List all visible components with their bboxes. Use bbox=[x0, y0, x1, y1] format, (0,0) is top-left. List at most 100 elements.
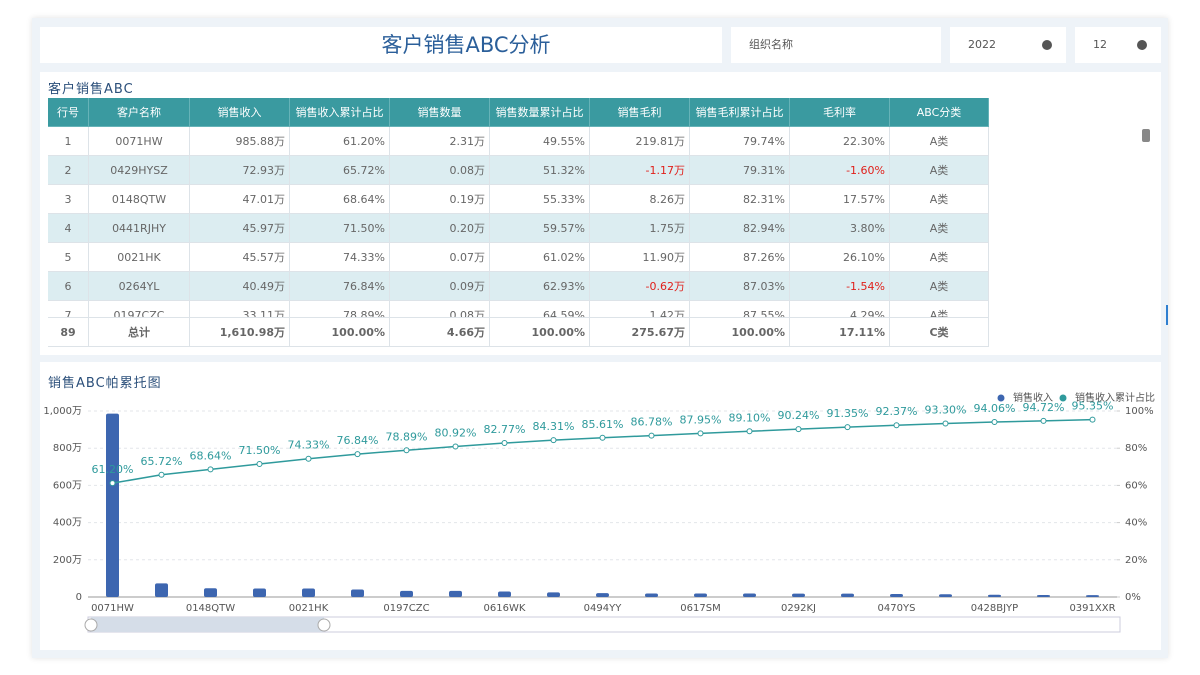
table-cell: -1.60% bbox=[790, 156, 890, 185]
line-point bbox=[501, 440, 508, 447]
data-label: 78.89% bbox=[386, 430, 428, 443]
bar bbox=[1086, 595, 1099, 597]
bar bbox=[743, 593, 756, 597]
x-tick-label: 0391XXR bbox=[1069, 603, 1115, 614]
bar bbox=[204, 588, 217, 597]
table-cell: 985.88万 bbox=[190, 127, 290, 156]
table-cell: 0021HK bbox=[89, 243, 190, 272]
table-row: 6 0264YL 40.49万 76.84% 0.09万 62.93% -0.62万 87.0… bbox=[48, 272, 989, 301]
table-cell: 65.72% bbox=[290, 156, 390, 185]
bar bbox=[106, 413, 119, 597]
data-label: 95.35% bbox=[1072, 400, 1114, 413]
clear-button[interactable] bbox=[1042, 40, 1052, 50]
table-cell: 0.08万 bbox=[390, 301, 490, 318]
line-point bbox=[648, 432, 655, 439]
bar bbox=[890, 593, 903, 597]
table-cell: ABC分类 bbox=[890, 98, 989, 127]
table-cell: 100.00% bbox=[490, 318, 590, 347]
data-label: 94.06% bbox=[974, 402, 1016, 415]
legend-label: 销售收入 bbox=[1013, 391, 1053, 404]
month-filter[interactable]: 12 bbox=[1075, 27, 1161, 63]
x-tick-label: 0428BJYP bbox=[971, 603, 1018, 614]
zoom-range[interactable] bbox=[91, 617, 324, 632]
clear-button[interactable] bbox=[1137, 40, 1147, 50]
y2-tick-label: 80% bbox=[1125, 443, 1147, 454]
table-cell: A类 bbox=[890, 214, 989, 243]
y2-tick-label: 100% bbox=[1125, 406, 1154, 417]
y-tick-label: 1,000万 bbox=[43, 406, 82, 417]
zoom-handle[interactable] bbox=[84, 618, 98, 632]
table-cell: 87.26% bbox=[690, 243, 790, 272]
line-point bbox=[1089, 416, 1096, 423]
table-cell: 0148QTW bbox=[89, 185, 190, 214]
line-point bbox=[256, 461, 263, 468]
month: 12 bbox=[1093, 38, 1107, 51]
table-cell: 销售毛利 bbox=[590, 98, 690, 127]
data-label: 76.84% bbox=[337, 434, 379, 447]
table-row: 1 0071HW 985.88万 61.20% 2.31万 49.55% 219.81万 79… bbox=[48, 127, 989, 156]
table-cell: 100.00% bbox=[690, 318, 790, 347]
table-cell: 1 bbox=[48, 127, 89, 156]
line-point bbox=[550, 437, 557, 444]
table-cell: 4.29% bbox=[790, 301, 890, 318]
table-cell: -1.54% bbox=[790, 272, 890, 301]
data-label: 89.10% bbox=[729, 411, 771, 424]
table-cell: 客户名称 bbox=[89, 98, 190, 127]
table-cell: 76.84% bbox=[290, 272, 390, 301]
data-label: 71.50% bbox=[239, 444, 281, 457]
bar bbox=[841, 593, 854, 597]
table-cell: 79.31% bbox=[690, 156, 790, 185]
table-cell: 47.01万 bbox=[190, 185, 290, 214]
line-point bbox=[354, 451, 361, 458]
zoom-handle[interactable] bbox=[317, 618, 331, 632]
data-label: 90.24% bbox=[778, 409, 820, 422]
table: 行号 客户名称 销售收入 销售收入累计占比 销售数量 销售数量累计占比 销售毛利 销售毛利累计… bbox=[0, 0, 1000, 350]
data-label: 87.95% bbox=[680, 413, 722, 426]
table-cell: -0.62万 bbox=[590, 272, 690, 301]
data-label: 82.77% bbox=[484, 423, 526, 436]
bar bbox=[694, 593, 707, 597]
x-tick-label: 0071HW bbox=[91, 603, 134, 614]
table-cell: 0071HW bbox=[89, 127, 190, 156]
x-tick-label: 0617SM bbox=[680, 603, 720, 614]
legend-label: 销售收入累计占比 bbox=[1075, 391, 1155, 404]
table-cell: 0.20万 bbox=[390, 214, 490, 243]
bar bbox=[988, 594, 1001, 597]
table-cell: 2.31万 bbox=[390, 127, 490, 156]
scrollbar[interactable] bbox=[1142, 129, 1150, 142]
data-label: 85.61% bbox=[582, 418, 624, 431]
line-point bbox=[305, 455, 312, 462]
year-filter[interactable]: 2022 bbox=[950, 27, 1066, 63]
table-row: 4 0441RJHY 45.97万 71.50% 0.20万 59.57% 1.75万 82.… bbox=[48, 214, 989, 243]
table-cell: 销售收入 bbox=[190, 98, 290, 127]
line-point bbox=[844, 424, 851, 431]
table-cell: 0.19万 bbox=[390, 185, 490, 214]
table-cell: 22.30% bbox=[790, 127, 890, 156]
table-cell: 33.11万 bbox=[190, 301, 290, 318]
table-cell: 89 bbox=[48, 318, 89, 347]
table-cell: A类 bbox=[890, 156, 989, 185]
x-tick-label: 0148QTW bbox=[186, 603, 235, 614]
org-filter[interactable]: 组织名称 bbox=[731, 27, 941, 63]
bar bbox=[498, 591, 511, 597]
table-cell: 78.89% bbox=[290, 301, 390, 318]
accent bbox=[1166, 305, 1168, 325]
line-point bbox=[795, 426, 802, 433]
line-point bbox=[403, 447, 410, 454]
table-cell: 0.07万 bbox=[390, 243, 490, 272]
x-tick-label: 0197CZC bbox=[383, 603, 429, 614]
line-point bbox=[158, 471, 165, 478]
table-cell: 68.64% bbox=[290, 185, 390, 214]
table-cell: A类 bbox=[890, 127, 989, 156]
x-tick-label: 0292KJ bbox=[781, 603, 816, 614]
data-label: 94.72% bbox=[1023, 401, 1065, 414]
legend-marker bbox=[1059, 394, 1067, 402]
table-cell: 0.09万 bbox=[390, 272, 490, 301]
table-cell: A类 bbox=[890, 272, 989, 301]
line-point bbox=[599, 434, 606, 441]
table-cell: 87.03% bbox=[690, 272, 790, 301]
y-tick-label: 800万 bbox=[53, 443, 82, 454]
table-cell: 82.31% bbox=[690, 185, 790, 214]
